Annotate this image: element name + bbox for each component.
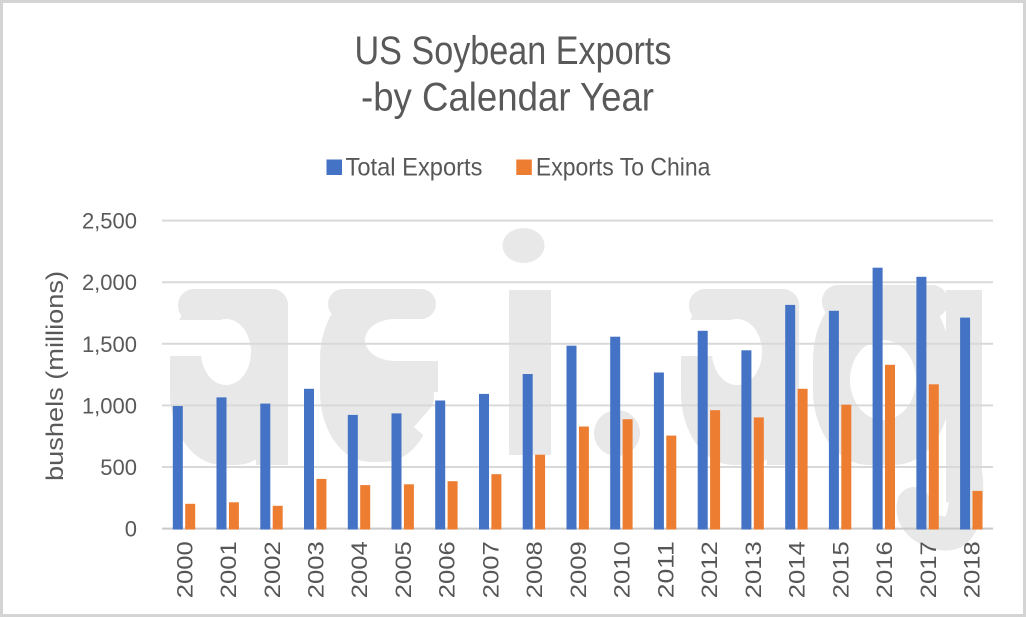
svg-text:2018: 2018 [960, 541, 985, 598]
svg-text:2,000: 2,000 [82, 270, 137, 295]
svg-text:2002: 2002 [260, 541, 285, 598]
svg-text:2006: 2006 [435, 541, 460, 598]
svg-text:2005: 2005 [391, 541, 416, 598]
svg-text:500: 500 [100, 455, 137, 480]
svg-text:2007: 2007 [478, 541, 503, 598]
svg-text:2013: 2013 [741, 541, 766, 598]
svg-text:US Soybean Exports: US Soybean Exports [355, 29, 672, 73]
svg-text:-by Calendar Year: -by Calendar Year [361, 75, 654, 119]
svg-text:2004: 2004 [347, 541, 372, 598]
svg-text:bushels (millions): bushels (millions) [42, 271, 69, 481]
svg-text:2,500: 2,500 [82, 209, 137, 234]
svg-text:2016: 2016 [872, 541, 897, 598]
svg-text:2015: 2015 [828, 541, 853, 598]
svg-text:2001: 2001 [216, 541, 241, 598]
svg-text:2008: 2008 [522, 541, 547, 598]
svg-text:2003: 2003 [304, 541, 329, 598]
svg-text:2009: 2009 [566, 541, 591, 598]
svg-text:Exports To China: Exports To China [536, 154, 711, 182]
svg-text:2012: 2012 [697, 541, 722, 598]
svg-text:0: 0 [125, 517, 137, 542]
svg-text:2000: 2000 [172, 541, 197, 598]
svg-text:2017: 2017 [916, 541, 941, 598]
svg-text:1,500: 1,500 [82, 332, 137, 357]
svg-text:Total Exports: Total Exports [346, 154, 483, 182]
svg-text:2010: 2010 [610, 541, 635, 598]
svg-text:1,000: 1,000 [82, 393, 137, 418]
svg-text:2014: 2014 [785, 541, 810, 598]
svg-text:2011: 2011 [653, 541, 678, 598]
